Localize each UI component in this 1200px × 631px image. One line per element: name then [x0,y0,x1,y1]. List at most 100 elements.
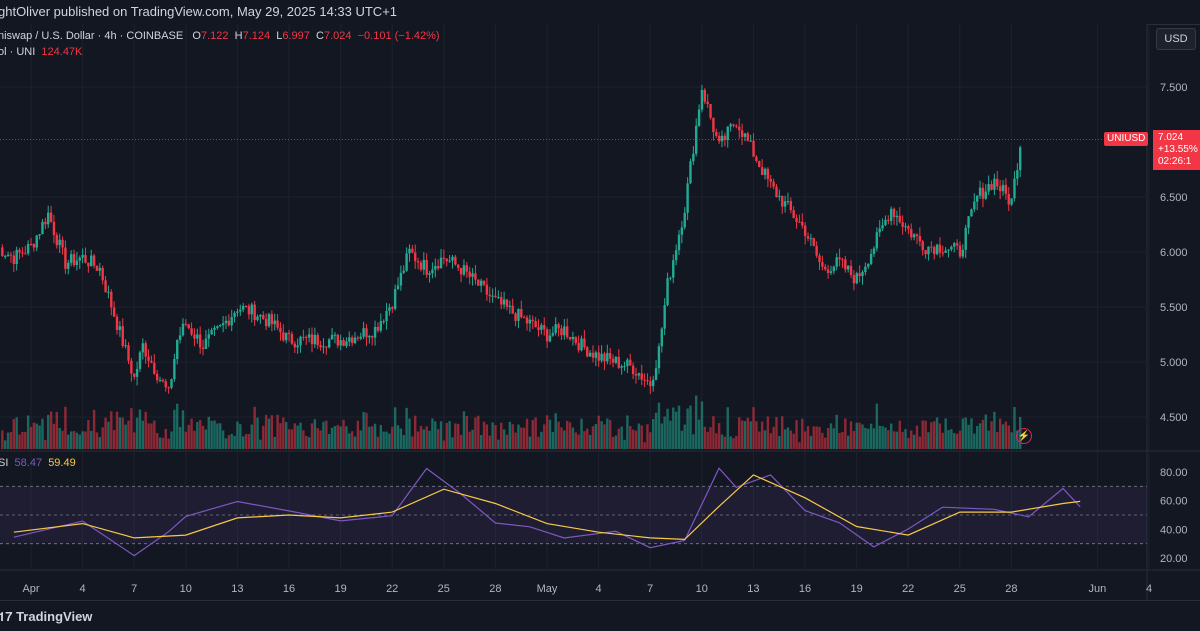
candle-body [970,209,973,217]
symbol-label[interactable]: niswap / U.S. Dollar · 4h · COINBASE [0,30,184,42]
volume-bar [1001,424,1005,449]
candle-body [75,260,79,266]
candle-body [373,326,377,338]
volume-bar [637,423,641,449]
candle-body [557,324,560,329]
volume-label: ol · UNI [0,46,36,58]
volume-bar [651,419,655,449]
volume-bar [1004,421,1008,449]
volume-bar [4,440,7,449]
volume-bar [434,421,437,449]
price-chart[interactable]: Apr 4 7 10 13 16 19 22 25 28 May 4 7 10 13 16 19 22 25 28 Ju… [0,24,1200,600]
volume-bar [52,423,56,449]
volume-bar [915,425,919,449]
candle-body [259,314,262,317]
candle-body [187,324,190,329]
volume-bar [752,407,755,449]
x-tick-label: 13 [231,583,243,595]
volume-bar [715,433,718,449]
candle-body [746,133,750,141]
volume-bar [677,405,681,449]
volume-bar [256,417,259,449]
candle-body [290,333,294,344]
candle-body [924,250,927,255]
candle-body [967,216,970,228]
volume-bar [766,416,770,449]
candle-body [121,326,124,346]
candle-body [18,249,21,253]
volume-bar [350,431,354,449]
volume-bars [1,395,1022,449]
candle-body [1013,178,1016,199]
candle-body [824,266,827,270]
volume-bar [158,437,162,449]
volume-bar [606,418,609,449]
candle-body [855,273,858,284]
candle-body [864,266,867,273]
tradingview-logo[interactable]: 𝟏𝟕 TradingView [0,609,92,625]
volume-bar [459,434,463,449]
footer-bar: 𝟏𝟕 TradingView [0,600,1200,631]
volume-bar [738,417,741,449]
volume-bar [44,439,47,449]
volume-bar [795,420,798,449]
volume-bar [551,431,555,449]
volume-bar [781,416,784,449]
candle-body [766,168,770,179]
candle-body [726,126,729,140]
open-value: 7.122 [200,30,229,42]
volume-bar [505,434,509,449]
volume-bar [95,432,99,449]
volume-bar [431,418,434,449]
candle-body [892,208,896,218]
volume-bar [500,422,503,449]
volume-bar [408,418,411,449]
volume-bar [150,423,153,449]
volume-bar [944,418,947,449]
x-tick-label: 4 [80,583,86,595]
candle-body [190,328,193,335]
candle-body [201,347,205,349]
volume-bar [313,419,317,449]
volume-bar [239,424,242,449]
volume-bar [198,420,202,449]
volume-bar [336,424,340,449]
candle-body [241,305,245,310]
volume-bar [184,431,188,449]
volume-bar [634,430,638,449]
volume-bar [26,415,30,449]
volume-bar [826,427,830,449]
candle-body [889,208,893,221]
volume-bar [861,424,864,449]
candle-body [150,360,153,363]
volume-bar [299,422,302,449]
candle-body [64,247,67,269]
x-tick-label: 19 [334,583,346,595]
candle-body [755,156,758,162]
volume-bar [47,414,50,449]
lightning-icon[interactable]: ⚡ [1016,428,1032,444]
candle-body [715,131,718,136]
volume-bar [153,420,156,449]
volume-bar [9,431,13,449]
volume-bar [821,432,824,449]
volume-bar [895,431,899,449]
candle-body [961,249,965,257]
candle-body [591,352,595,358]
volume-bar [465,416,469,449]
volume-bar [875,403,879,449]
candle-body [69,254,73,263]
x-tick-label: 22 [386,583,398,595]
candle-body [881,225,884,229]
candle-body [749,140,752,142]
candle-body [947,249,950,251]
candle-body [92,255,96,266]
volume-bar [617,428,620,449]
volume-bar [12,419,16,449]
candle-body [24,253,27,255]
volume-bar [586,428,589,449]
candle-body [672,260,675,278]
volume-bar [58,427,61,449]
currency-button[interactable]: USD [1156,28,1196,50]
candle-body [327,339,331,348]
